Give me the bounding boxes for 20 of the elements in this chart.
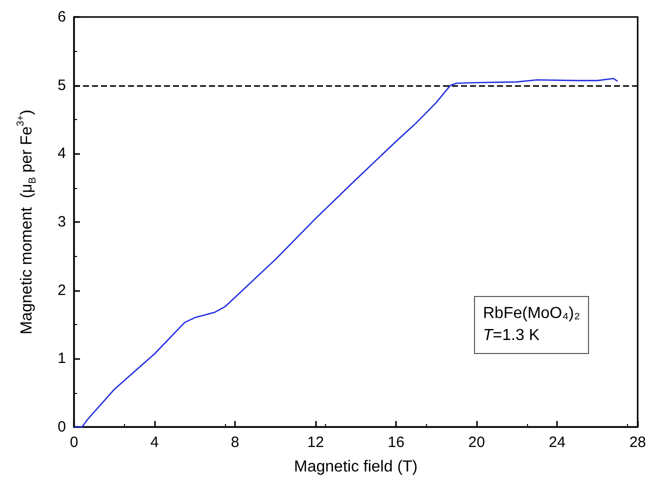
y-tick-label: 4 xyxy=(58,145,66,162)
x-axis-title: Magnetic field (T) xyxy=(294,458,418,476)
x-tick-label: 4 xyxy=(150,434,159,451)
y-tick-label: 1 xyxy=(58,350,66,368)
y-tick-label: 2 xyxy=(58,282,66,299)
y-tick-label: 3 xyxy=(58,214,66,230)
y-axis-title: Magnetic moment (μB per Fe3+) xyxy=(16,110,38,334)
line-series xyxy=(73,78,618,428)
x-tick-label: 8 xyxy=(230,434,240,451)
x-tick-label: 0 xyxy=(70,434,78,451)
annotation: T=1.3 K xyxy=(483,326,540,346)
x-tick-label: 12 xyxy=(307,434,324,451)
x-tick-label: 20 xyxy=(468,434,485,451)
x-tick-label: 24 xyxy=(548,434,566,451)
y-tick-label: 6 xyxy=(58,8,66,26)
x-tick-label: 16 xyxy=(388,434,404,451)
y-tick-label: 5 xyxy=(58,76,66,94)
y-tick-label: 0 xyxy=(58,418,66,436)
x-tick-label: 28 xyxy=(629,434,646,451)
annotation: RbFe(MoO₄)₂ xyxy=(483,304,580,324)
